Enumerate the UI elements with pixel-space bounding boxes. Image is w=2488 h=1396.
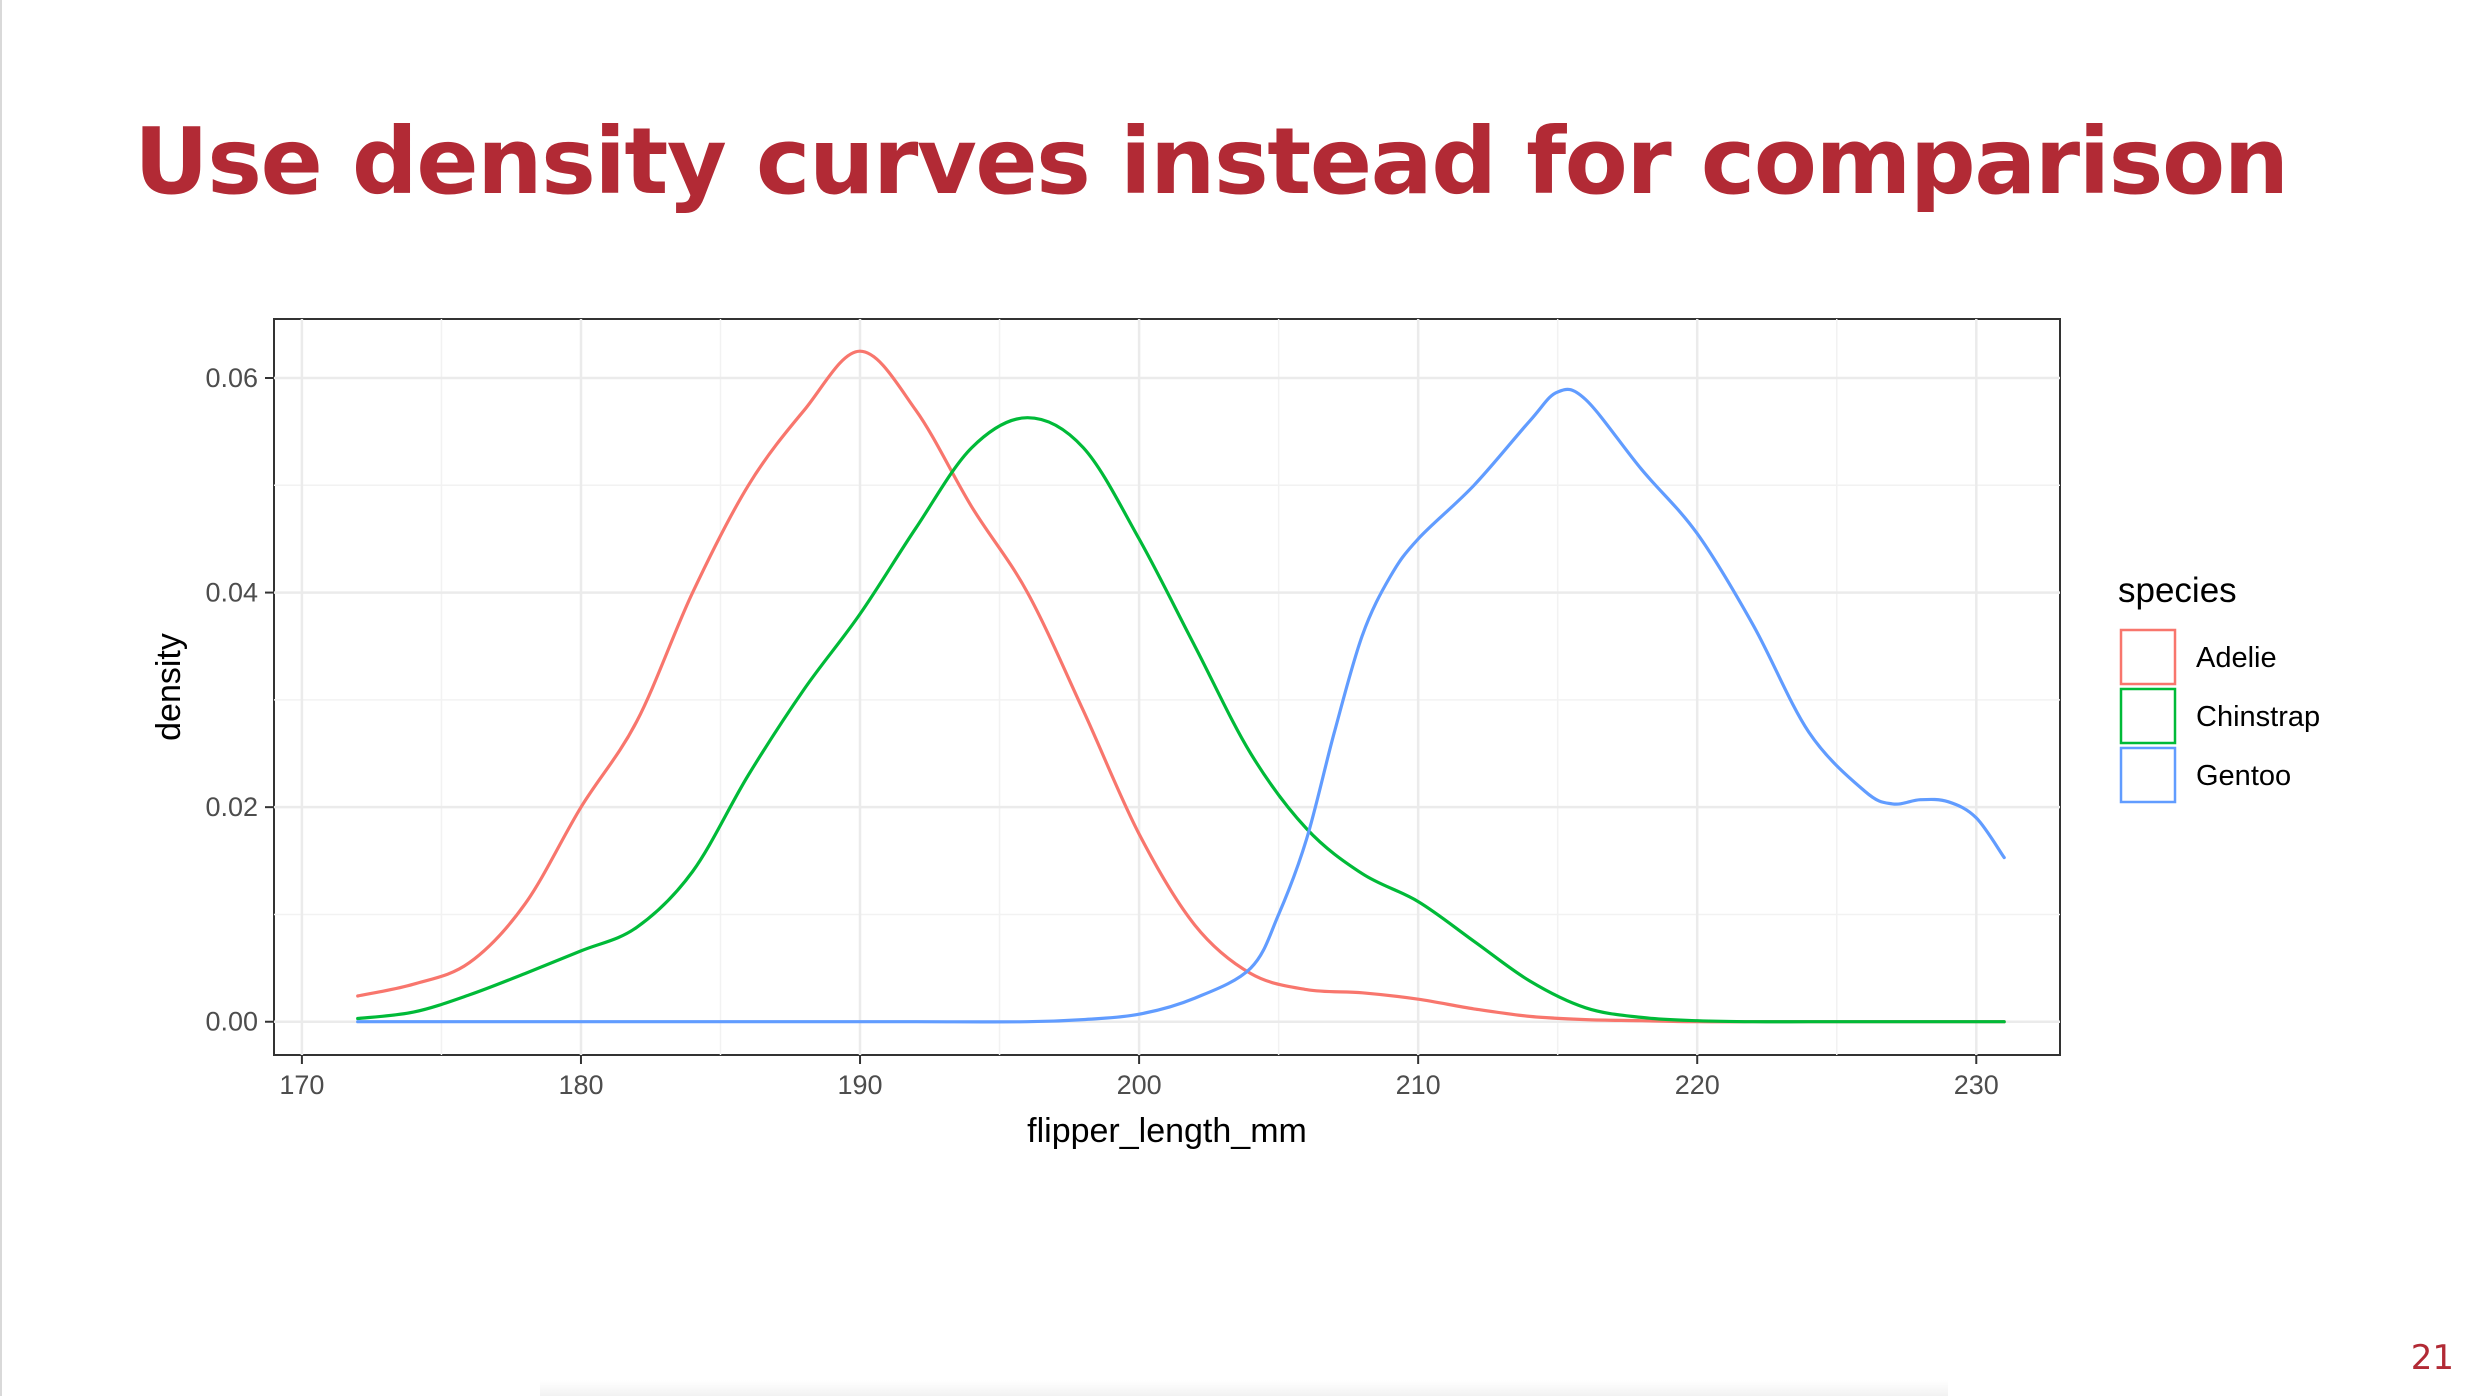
legend-key-chinstrap [2119, 687, 2177, 745]
legend-item-adelie: Adelie [2119, 628, 2277, 686]
x-axis-title: flipper_length_mm [1027, 1112, 1307, 1150]
y-tick-label: 0.00 [205, 1007, 258, 1037]
slide-title: Use density curves instead for compariso… [134, 108, 2289, 215]
x-tick-label: 170 [279, 1070, 324, 1100]
x-tick-label: 210 [1396, 1070, 1441, 1100]
y-tick-label: 0.06 [205, 363, 258, 393]
legend-label: Adelie [2196, 642, 2277, 674]
slide-left-border [0, 0, 2, 1396]
legend-item-gentoo: Gentoo [2119, 746, 2291, 804]
legend-label: Chinstrap [2196, 701, 2320, 733]
x-tick-label: 220 [1675, 1070, 1720, 1100]
density-curve-chinstrap [356, 416, 2006, 1024]
legend-label: Gentoo [2196, 760, 2291, 792]
page-number: 21 [2410, 1338, 2454, 1378]
x-tick-label: 180 [558, 1070, 603, 1100]
y-axis-title: density [150, 633, 188, 741]
x-tick-label: 190 [838, 1070, 883, 1100]
bottom-shadow [540, 1380, 1948, 1396]
minor-gridlines [274, 319, 2060, 1055]
legend-key-gentoo [2119, 746, 2177, 804]
x-tick-label: 230 [1954, 1070, 1999, 1100]
density-curves [356, 349, 2006, 1024]
y-tick-label: 0.04 [205, 578, 258, 608]
y-tick-label: 0.02 [205, 792, 258, 822]
x-axis: 170 180 190 200 210 220 230 [279, 1055, 1999, 1100]
plot-panel [273, 318, 2061, 1056]
y-axis: 0.00 0.02 0.04 0.06 [205, 363, 274, 1037]
legend: species Adelie Chinstrap Gentoo [2118, 571, 2320, 804]
density-curve-gentoo [356, 387, 2006, 1024]
legend-item-chinstrap: Chinstrap [2119, 687, 2320, 745]
legend-title: species [2118, 571, 2237, 610]
legend-key-adelie [2119, 628, 2177, 686]
x-tick-label: 200 [1117, 1070, 1162, 1100]
